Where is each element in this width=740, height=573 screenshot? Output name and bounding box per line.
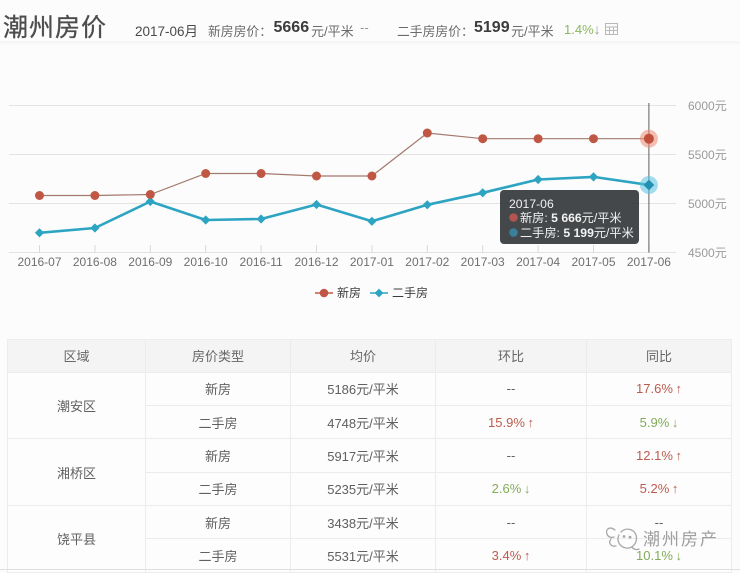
svg-text:2016-09: 2016-09	[128, 255, 172, 269]
svg-text:5000元: 5000元	[688, 197, 727, 211]
svg-text:2017-05: 2017-05	[571, 255, 615, 269]
svg-text:2016-11: 2016-11	[240, 255, 283, 269]
svg-text:2017-01: 2017-01	[350, 255, 394, 269]
svg-text:2016-08: 2016-08	[73, 255, 117, 269]
svg-text:新房: 5 666元/平米: 新房: 5 666元/平米	[520, 210, 622, 225]
svg-text:6000元: 6000元	[688, 99, 727, 113]
svg-text:二手房: 二手房	[392, 285, 428, 300]
svg-text:二手房: 5 199元/平米: 二手房: 5 199元/平米	[520, 225, 634, 240]
svg-text:2017-03: 2017-03	[461, 255, 505, 269]
svg-text:2016-10: 2016-10	[184, 255, 228, 269]
svg-text:2017-04: 2017-04	[516, 255, 560, 269]
svg-text:2017-02: 2017-02	[405, 255, 449, 269]
svg-text:4500元: 4500元	[688, 246, 727, 260]
svg-text:5500元: 5500元	[688, 148, 727, 162]
svg-text:2017-06: 2017-06	[627, 255, 671, 269]
svg-text:2016-12: 2016-12	[294, 255, 338, 269]
svg-text:潮州房产: 潮州房产	[643, 530, 719, 549]
svg-text:新房: 新房	[337, 285, 361, 300]
svg-text:2017-06: 2017-06	[509, 197, 554, 211]
svg-text:2016-07: 2016-07	[17, 255, 61, 269]
